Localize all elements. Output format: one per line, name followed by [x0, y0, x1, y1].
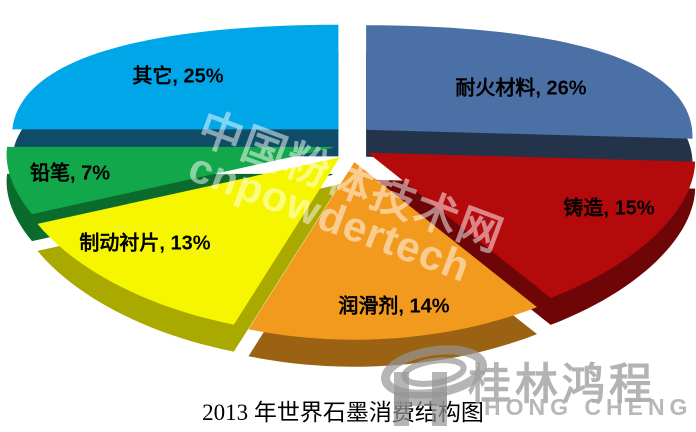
slice-label-pencil: 铅笔, 7% — [29, 162, 111, 185]
slice-label-refractory: 耐火材料, 26% — [455, 77, 587, 100]
slice-label-lubricant: 润滑剂, 14% — [338, 295, 450, 318]
hongcheng-logo-text-en: HONG CHENG — [484, 394, 693, 420]
pie-slice-top-铅笔 — [6, 146, 333, 215]
pie-slice-top-制动衬片 — [37, 157, 340, 325]
slice-label-other: 其它, 25% — [132, 65, 224, 88]
hongcheng-logo-icon — [380, 345, 488, 426]
pie-slice-top-润滑剂 — [248, 162, 538, 340]
pie-slice-top-耐火材料 — [366, 25, 693, 139]
pie-slice-top-其它 — [12, 24, 339, 130]
slice-label-brake-lining: 制动衬片, 13% — [79, 232, 211, 255]
slice-label-casting: 铸造, 15% — [563, 197, 655, 220]
hongcheng-logo-text-cn: 桂林鸿程 — [468, 361, 656, 409]
pie-slice-top-铸造 — [367, 152, 696, 298]
